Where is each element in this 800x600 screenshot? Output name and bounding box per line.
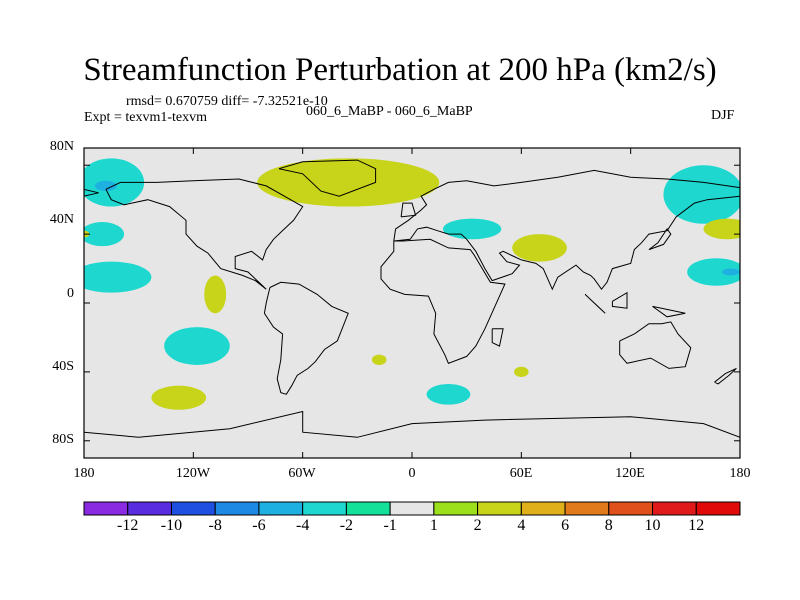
colorbar-label: 4 <box>517 517 526 534</box>
expt-line: Expt = texvm1-texvm <box>84 110 207 125</box>
lat-label: 80S <box>52 432 74 447</box>
lat-label: 80N <box>49 139 74 154</box>
colorbar-label: -4 <box>295 517 310 534</box>
lon-label: 60E <box>509 466 533 481</box>
anomaly-blob <box>442 218 502 240</box>
lat-label: 0 <box>67 286 74 301</box>
coastline <box>393 169 740 291</box>
colorbar-swatch <box>608 501 654 516</box>
colorbar-label: 6 <box>561 517 570 534</box>
anomaly-blob <box>687 258 740 286</box>
lat-label: 40N <box>49 212 74 227</box>
colorbar-swatch <box>258 501 304 516</box>
plot-title: Streamfunction Perturbation at 200 hPa (… <box>83 52 717 88</box>
colorbar-swatch <box>389 501 435 516</box>
lat-label: 40S <box>52 359 74 374</box>
coastline <box>714 367 737 385</box>
lon-label: 60W <box>288 466 316 481</box>
colorbar-swatch <box>302 501 347 516</box>
case-line: 060_6_MaBP - 060_6_MaBP <box>306 104 473 119</box>
anomaly-blob <box>721 268 740 276</box>
colorbar-label: 12 <box>688 517 705 534</box>
colorbar <box>83 501 741 516</box>
colorbar-swatch <box>433 501 479 516</box>
anomaly-blob <box>663 165 740 224</box>
colorbar-label: -2 <box>339 517 354 534</box>
lon-label: 180 <box>73 466 95 481</box>
lon-label: 0 <box>408 466 416 481</box>
coastlines <box>84 159 740 438</box>
anomaly-blob <box>512 234 567 262</box>
anomaly-fields <box>84 158 740 410</box>
colorbar-label: 10 <box>644 517 661 534</box>
anomaly-blob <box>84 222 125 247</box>
anomaly-blob <box>94 180 117 192</box>
coastline <box>278 159 377 197</box>
colorbar-swatch <box>564 501 610 516</box>
colorbar-label: 8 <box>604 517 613 534</box>
season-label: DJF <box>711 108 735 123</box>
colorbar-label: -12 <box>117 517 139 534</box>
lon-label: 120W <box>175 466 211 481</box>
colorbar-label: -6 <box>252 517 266 534</box>
anomaly-blob <box>164 327 230 365</box>
anomaly-blob <box>514 366 529 378</box>
coastline <box>263 281 349 395</box>
anomaly-blob <box>371 354 387 366</box>
anomaly-blob <box>703 218 740 240</box>
colorbar-swatch <box>83 501 129 516</box>
lon-label: 120E <box>615 466 645 481</box>
coastline <box>491 328 504 347</box>
axis-ticks <box>83 148 741 458</box>
stats-line: rmsd= 0.670759 diff= -7.32521e-10 <box>126 94 328 109</box>
anomaly-blob <box>84 158 145 207</box>
coastline <box>380 238 506 364</box>
colorbar-swatch <box>170 501 216 516</box>
colorbar-swatch <box>652 501 697 516</box>
anomaly-blob <box>360 165 427 193</box>
colorbar-label: -10 <box>160 517 183 534</box>
colorbar-swatch <box>127 501 172 516</box>
coastline <box>584 294 606 314</box>
colorbar-swatch <box>477 501 522 516</box>
anomaly-blob <box>204 275 227 314</box>
colorbar-label: 2 <box>473 517 482 534</box>
colorbar-label: -1 <box>383 517 397 534</box>
coastline <box>648 228 672 251</box>
anomaly-blob <box>84 261 152 293</box>
colorbar-swatch <box>345 501 391 516</box>
lon-label: 180 <box>729 466 751 481</box>
anomaly-blob <box>151 385 207 410</box>
coastline <box>652 305 686 318</box>
coastline <box>84 188 99 197</box>
colorbar-label: -8 <box>208 517 222 534</box>
coastline <box>84 410 740 438</box>
coastline <box>611 291 628 309</box>
anomaly-blob <box>426 383 471 405</box>
colorbar-label: 1 <box>429 517 438 534</box>
coastline <box>105 178 304 290</box>
colorbar-swatch <box>520 501 566 516</box>
colorbar-swatch <box>214 501 260 516</box>
coastline <box>400 202 417 218</box>
coastline <box>619 321 692 369</box>
colorbar-swatch <box>695 501 741 516</box>
